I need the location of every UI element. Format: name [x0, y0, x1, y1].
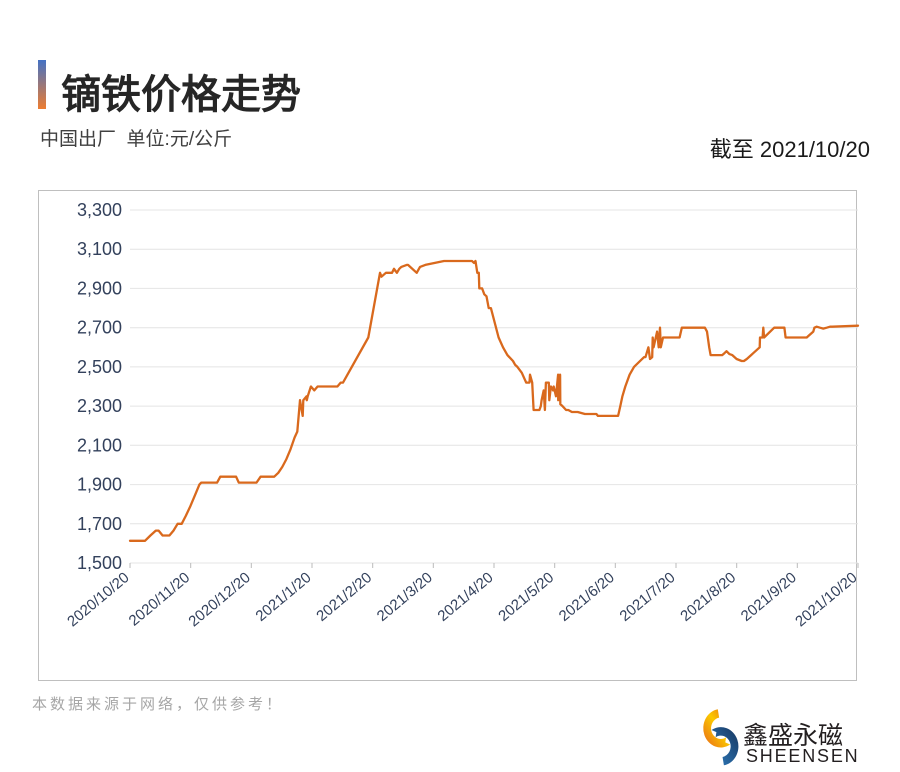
- svg-text:2021/4/20: 2021/4/20: [435, 569, 497, 625]
- svg-text:2021/3/20: 2021/3/20: [374, 569, 436, 625]
- svg-text:2021/2/20: 2021/2/20: [313, 569, 375, 625]
- svg-text:2021/9/20: 2021/9/20: [738, 569, 800, 625]
- svg-text:2,300: 2,300: [77, 396, 122, 416]
- svg-text:2021/8/20: 2021/8/20: [677, 569, 739, 625]
- svg-text:2020/10/20: 2020/10/20: [64, 569, 132, 630]
- svg-text:3,100: 3,100: [77, 239, 122, 259]
- svg-text:2020/11/20: 2020/11/20: [126, 569, 194, 630]
- svg-text:1,700: 1,700: [77, 514, 122, 534]
- svg-text:2020/12/20: 2020/12/20: [185, 569, 253, 630]
- svg-text:2,500: 2,500: [77, 357, 122, 377]
- svg-text:2021/1/20: 2021/1/20: [253, 569, 315, 625]
- svg-text:2021/5/20: 2021/5/20: [495, 569, 557, 625]
- svg-text:3,300: 3,300: [77, 200, 122, 220]
- svg-text:1,900: 1,900: [77, 475, 122, 495]
- svg-text:2021/10/20: 2021/10/20: [792, 569, 860, 630]
- svg-text:1,500: 1,500: [77, 553, 122, 573]
- svg-text:2021/7/20: 2021/7/20: [617, 569, 679, 625]
- svg-text:2,100: 2,100: [77, 435, 122, 455]
- svg-text:2021/6/20: 2021/6/20: [556, 569, 618, 625]
- svg-text:2,700: 2,700: [77, 318, 122, 338]
- svg-text:2,900: 2,900: [77, 278, 122, 298]
